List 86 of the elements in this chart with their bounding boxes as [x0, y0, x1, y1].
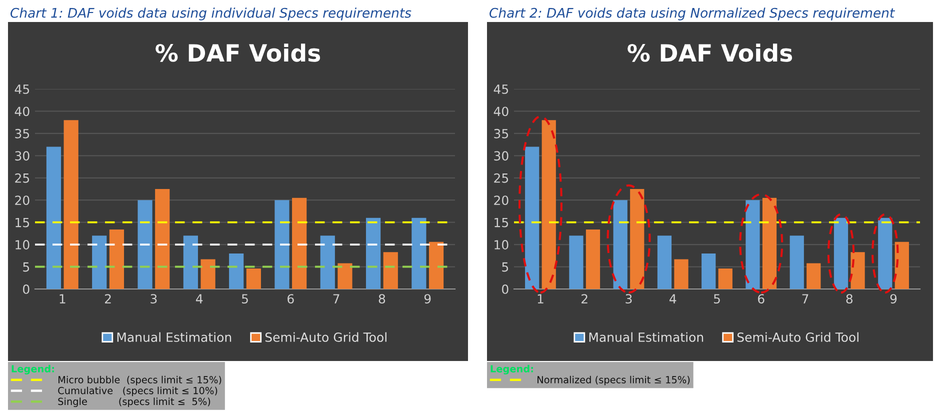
x-tick-label: 6 — [758, 294, 764, 304]
legend-label: Cumulative (specs limit ≤ 10%) — [58, 386, 218, 396]
y-tick-label: 20 — [494, 196, 508, 206]
legend-label: Micro bubble (specs limit ≤ 15%) — [58, 376, 222, 386]
legend-label: Single (specs limit ≤ 5%) — [58, 398, 210, 408]
x-tick-label: 3 — [150, 294, 157, 304]
x-tick-label: 9 — [424, 294, 431, 304]
legend-label: Semi-Auto Grid Tool — [265, 332, 386, 342]
bar — [613, 200, 628, 289]
legend-label: Semi-Auto Grid Tool — [737, 332, 858, 342]
bar — [806, 263, 821, 289]
bar — [320, 236, 335, 289]
chart-subtitle: Chart 2: DAF voids data using Normalized Specs requirement — [490, 8, 896, 20]
bar — [64, 120, 78, 289]
bar — [383, 252, 398, 289]
bar — [274, 200, 290, 289]
bar — [586, 229, 600, 289]
chart-title: % DAF Voids — [156, 44, 320, 62]
y-tick-label: 0 — [23, 284, 30, 294]
y-tick-label: 25 — [15, 173, 30, 183]
bar — [246, 268, 261, 289]
chart-title: % DAF Voids — [628, 44, 792, 62]
chart-subtitle: Chart 1: DAF voids data using individual Specs requirements — [10, 8, 412, 20]
bar — [569, 236, 584, 289]
x-tick-label: 9 — [890, 294, 897, 304]
y-tick-label: 20 — [15, 196, 30, 206]
y-tick-label: 15 — [494, 218, 508, 228]
x-tick-label: 8 — [378, 294, 386, 304]
bar — [292, 198, 307, 289]
x-tick-label: 4 — [196, 294, 203, 304]
bar — [338, 263, 352, 289]
bar — [850, 252, 865, 289]
x-tick-label: 7 — [333, 294, 340, 304]
y-tick-label: 25 — [494, 173, 508, 183]
bar — [718, 268, 732, 289]
y-tick-label: 35 — [15, 128, 30, 138]
y-tick-label: 5 — [23, 262, 30, 272]
x-tick-label: 6 — [288, 294, 294, 304]
text: Legend: — [490, 364, 533, 374]
bar — [229, 253, 244, 289]
legend-label: Normalized (specs limit ≤ 15%) — [538, 376, 690, 386]
bar — [412, 218, 426, 289]
bar — [790, 236, 804, 289]
legend-label: Manual Estimation — [117, 332, 232, 342]
y-tick-label: 30 — [494, 151, 508, 161]
x-tick-label: 4 — [670, 294, 676, 304]
y-tick-label: 0 — [502, 284, 508, 294]
x-tick-label: 3 — [626, 294, 632, 304]
bar — [155, 189, 170, 289]
x-tick-label: 2 — [104, 294, 111, 304]
bar — [542, 120, 556, 289]
x-tick-label: 1 — [538, 294, 544, 304]
bar — [630, 189, 644, 289]
y-tick-label: 45 — [494, 84, 508, 94]
x-tick-label: 8 — [846, 294, 853, 304]
x-tick-label: 5 — [714, 294, 720, 304]
bar — [746, 200, 760, 289]
bar — [428, 242, 444, 289]
bar — [657, 236, 672, 289]
bar — [109, 229, 124, 289]
x-tick-label: 2 — [582, 294, 588, 304]
bar — [183, 236, 198, 289]
bar — [894, 242, 909, 289]
legend-label: Manual Estimation — [589, 332, 704, 342]
bar — [525, 146, 540, 289]
y-tick-label: 5 — [502, 262, 508, 272]
y-tick-label: 15 — [16, 218, 30, 228]
y-tick-label: 40 — [494, 106, 508, 116]
x-tick-label: 5 — [242, 294, 248, 304]
x-tick-label: 1 — [60, 294, 66, 304]
bar — [762, 198, 777, 289]
x-tick-label: 7 — [802, 294, 808, 304]
y-tick-label: 30 — [15, 151, 30, 161]
bar — [46, 146, 62, 289]
bar — [138, 200, 152, 289]
bar — [674, 259, 688, 289]
bar — [366, 218, 381, 289]
y-tick-label: 10 — [494, 240, 508, 250]
bar — [92, 236, 107, 289]
y-tick-label: 35 — [494, 128, 508, 138]
y-tick-label: 45 — [14, 84, 30, 94]
y-tick-label: 10 — [16, 240, 30, 250]
bar — [200, 259, 216, 289]
text: Legend: — [12, 364, 54, 374]
bar — [702, 253, 716, 289]
y-tick-label: 40 — [14, 106, 30, 116]
